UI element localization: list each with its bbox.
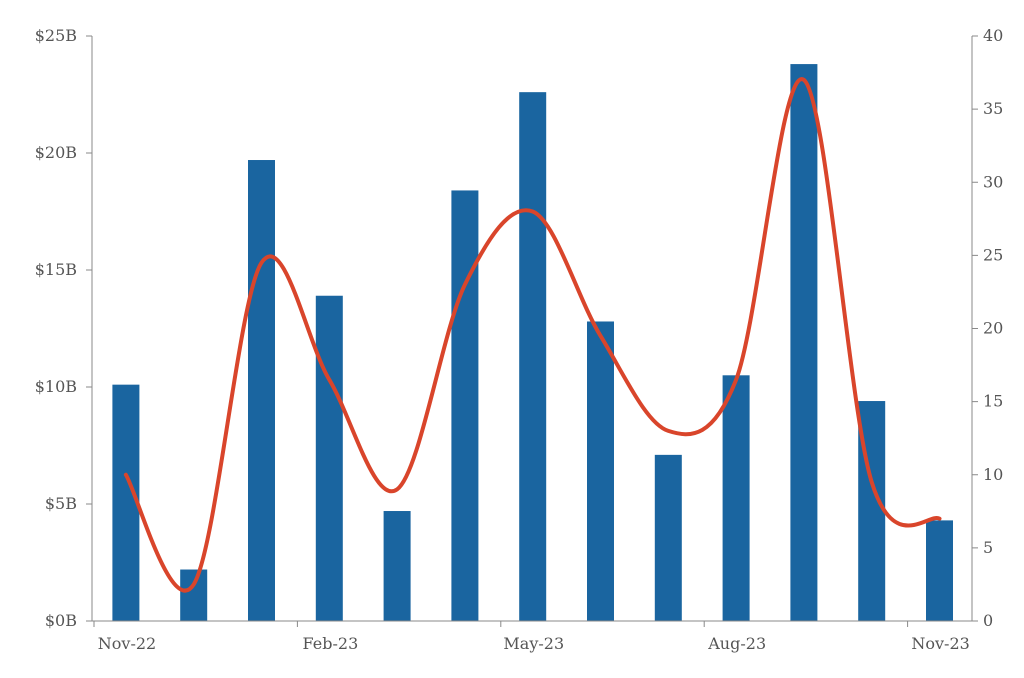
bar-series — [112, 64, 953, 621]
bar-Jul-23 — [654, 454, 682, 621]
axes: $0B $5B $10B $15B $20B $25B 0 5 10 15 20 25 30 35 40 No… — [35, 26, 1004, 653]
bar-Sep-23 — [790, 64, 818, 621]
right-tick-label: 40 — [983, 26, 1003, 45]
right-tick-label: 5 — [983, 538, 993, 557]
bar-Mar-23 — [383, 511, 411, 621]
line-series — [123, 77, 942, 593]
x-tick-label: May-23 — [503, 634, 564, 653]
left-tick-label: $15B — [35, 260, 77, 279]
x-tick-label: Nov-22 — [98, 634, 156, 653]
bar-Nov-23 — [926, 520, 953, 621]
line-path — [123, 77, 942, 593]
bar-May-23 — [519, 92, 547, 621]
x-tick-label: Aug-23 — [707, 634, 766, 653]
right-tick-label: 25 — [983, 245, 1003, 264]
right-tick-label: 20 — [983, 319, 1003, 338]
bar-Jun-23 — [587, 321, 614, 621]
bar-Feb-23 — [315, 295, 343, 621]
bar-Dec-22 — [180, 569, 208, 621]
bar-Aug-23 — [722, 375, 750, 621]
left-tick-label: $5B — [45, 494, 77, 513]
x-tick-label: Feb-23 — [303, 634, 359, 653]
x-tick-label: Nov-23 — [911, 634, 969, 653]
bar-Nov-22 — [112, 384, 140, 621]
right-tick-label: 0 — [983, 611, 993, 630]
left-tick-label: $0B — [45, 611, 77, 630]
left-tick-label: $20B — [35, 143, 77, 162]
right-tick-label: 15 — [983, 392, 1003, 411]
right-tick-label: 35 — [983, 99, 1003, 118]
bar-Apr-23 — [451, 190, 479, 621]
left-tick-label: $25B — [35, 26, 77, 45]
right-tick-label: 30 — [983, 172, 1003, 191]
left-tick-label: $10B — [35, 377, 77, 396]
right-tick-label: 10 — [983, 465, 1003, 484]
bar-Jan-23 — [248, 160, 275, 621]
